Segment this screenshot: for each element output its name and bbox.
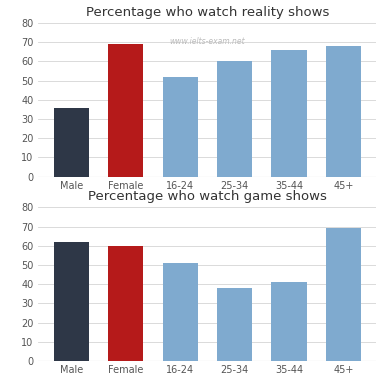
Bar: [326, 228, 361, 361]
Bar: [54, 242, 89, 361]
Bar: [162, 77, 198, 177]
Bar: [326, 46, 361, 177]
Bar: [162, 263, 198, 361]
Title: Percentage who watch reality shows: Percentage who watch reality shows: [86, 6, 329, 19]
Bar: [108, 246, 144, 361]
Bar: [54, 108, 89, 177]
Bar: [108, 44, 144, 177]
Bar: [271, 50, 306, 177]
Text: www.ielts-exam.net: www.ielts-exam.net: [170, 37, 245, 46]
Bar: [217, 61, 252, 177]
Bar: [271, 282, 306, 361]
Bar: [217, 288, 252, 361]
Title: Percentage who watch game shows: Percentage who watch game shows: [88, 190, 327, 204]
